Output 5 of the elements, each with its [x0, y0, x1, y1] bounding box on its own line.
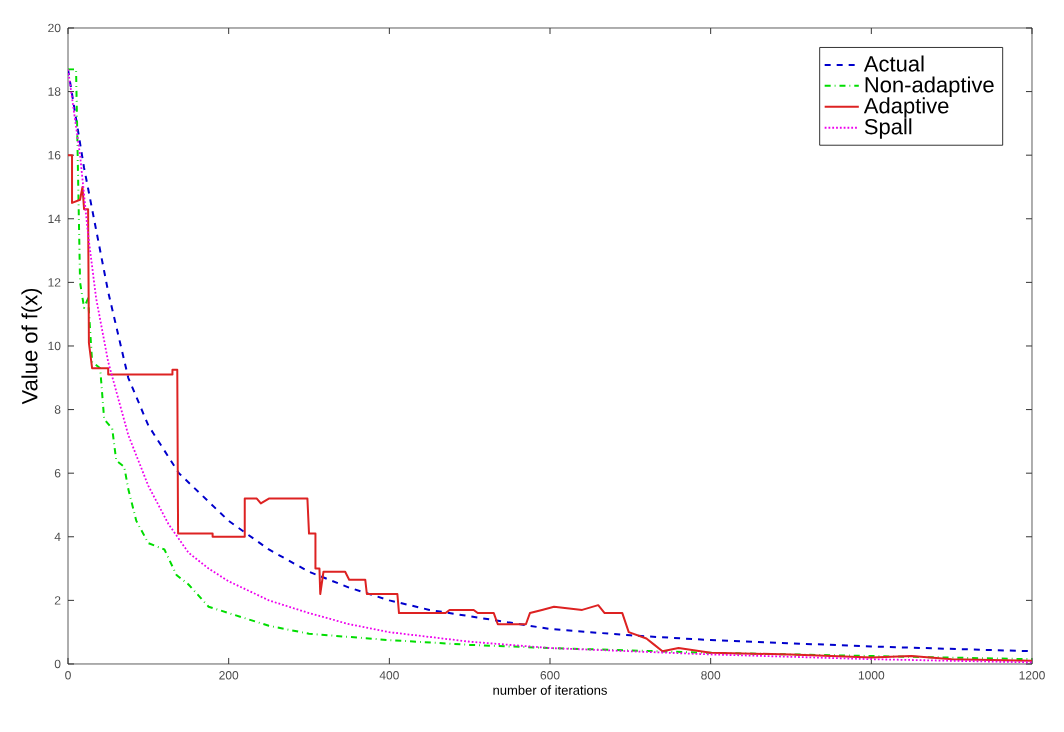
legend-label: Non-adaptive	[865, 76, 994, 97]
y-axis-title: Value of f(x)	[21, 288, 42, 405]
legend-label: Spall	[864, 118, 912, 139]
legend-label: Actual	[863, 55, 924, 72]
legend-label: Adaptive	[863, 97, 949, 118]
